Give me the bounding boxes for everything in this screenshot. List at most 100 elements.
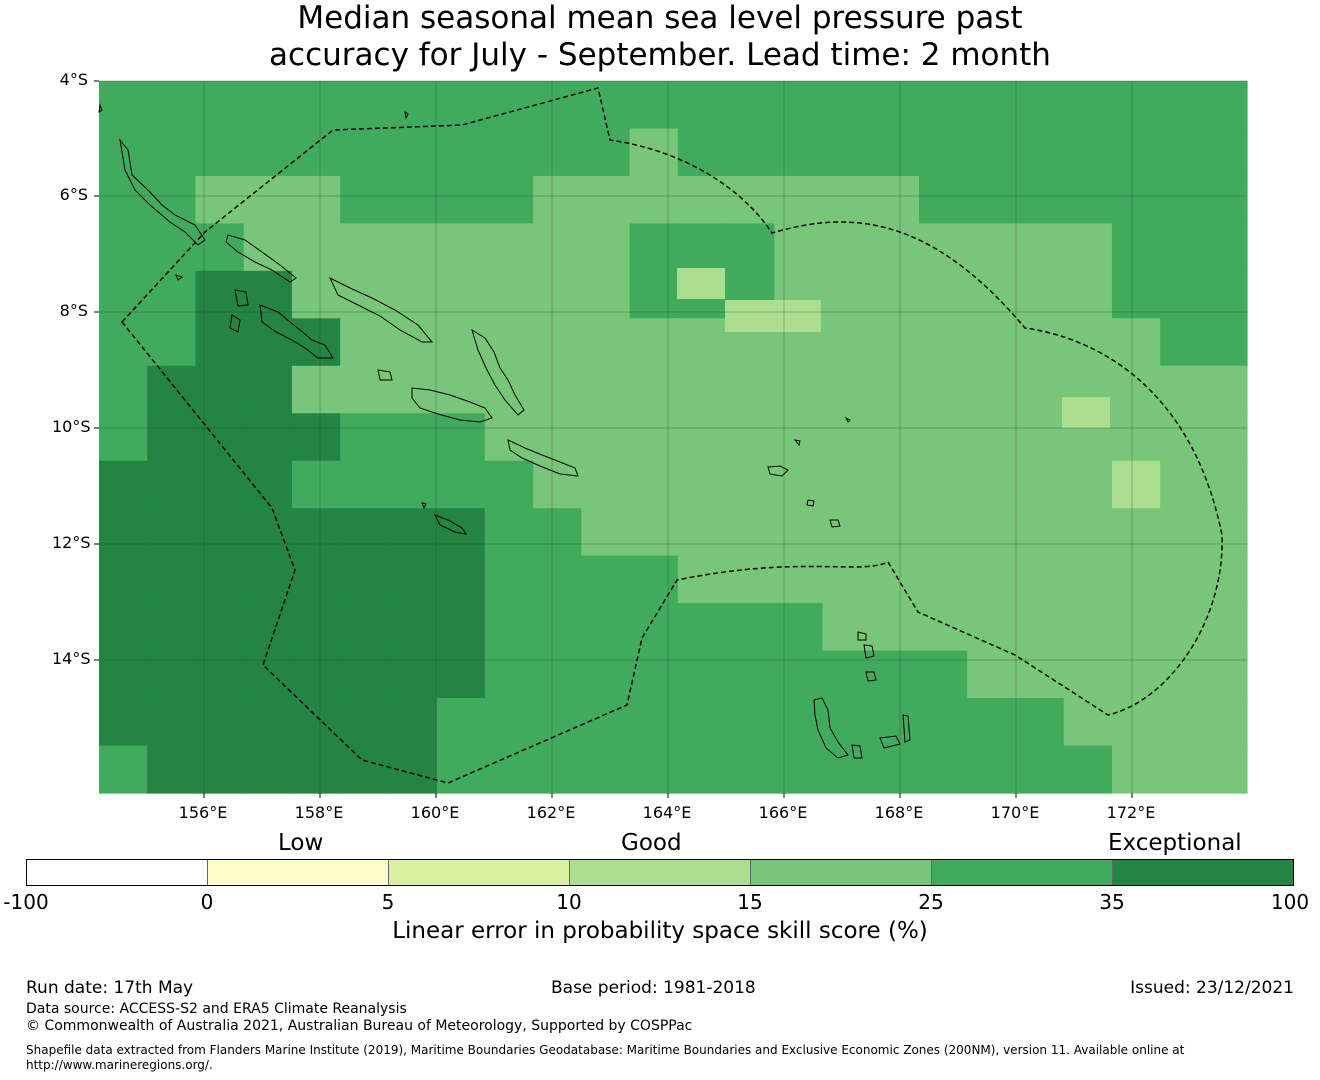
coastlines bbox=[98, 103, 911, 759]
grid-cell bbox=[919, 555, 968, 604]
grid-cell bbox=[1160, 128, 1210, 177]
colorbar-tick-15: 15 bbox=[737, 890, 763, 914]
colorbar-segment-1 bbox=[27, 860, 208, 885]
grid-cell bbox=[919, 270, 968, 319]
grid-cell bbox=[195, 81, 245, 130]
grid-cell bbox=[243, 365, 293, 414]
grid-cell bbox=[533, 270, 582, 319]
grid-cell bbox=[1160, 603, 1210, 652]
grid-cell bbox=[1063, 81, 1113, 130]
islet-5 bbox=[844, 416, 851, 423]
grid-cell bbox=[1063, 603, 1113, 652]
grid-cell bbox=[243, 270, 293, 319]
grid-cell bbox=[870, 81, 920, 130]
grid-cell bbox=[533, 223, 582, 272]
grid-cell bbox=[726, 81, 775, 130]
map-gridlines bbox=[94, 80, 1247, 798]
grid-cell bbox=[1160, 555, 1210, 604]
grid-cell bbox=[291, 81, 341, 130]
issued-date: Issued: 23/12/2021 bbox=[1130, 978, 1294, 998]
colorbar-segment-4 bbox=[570, 860, 751, 885]
islet-7 bbox=[421, 502, 427, 510]
grid-cell bbox=[726, 508, 775, 557]
grid-cell bbox=[484, 223, 534, 272]
grid-cell bbox=[99, 650, 148, 699]
lat-label-8s: 8°S bbox=[59, 301, 88, 320]
grid-cell bbox=[1208, 745, 1248, 794]
grid-cell bbox=[870, 650, 920, 699]
grid-cell bbox=[195, 128, 245, 177]
grid-cell bbox=[967, 508, 1017, 557]
grid-cell bbox=[629, 603, 679, 652]
grid-cell bbox=[1208, 270, 1248, 319]
grid-cell bbox=[243, 650, 293, 699]
grid-cell bbox=[919, 745, 968, 794]
lon-label-160e: 160°E bbox=[410, 803, 460, 822]
colorbar-tick-0: 0 bbox=[200, 890, 214, 914]
grid-cell bbox=[1160, 270, 1210, 319]
grid-cell bbox=[99, 555, 148, 604]
grid-cell bbox=[870, 603, 920, 652]
grid-cell bbox=[1015, 555, 1065, 604]
grid-cell bbox=[243, 413, 293, 462]
grid-cell bbox=[484, 81, 534, 130]
grid-cell bbox=[919, 175, 968, 224]
grid-cell bbox=[484, 745, 534, 794]
grid-cell bbox=[677, 650, 727, 699]
grid-cell bbox=[340, 223, 390, 272]
grid-cell bbox=[726, 413, 775, 462]
grid-cell bbox=[677, 223, 727, 272]
grid-cell bbox=[1063, 745, 1113, 794]
grid-cell bbox=[822, 175, 872, 224]
grid-cell bbox=[340, 745, 390, 794]
grid-cell bbox=[919, 223, 968, 272]
lon-label-164e: 164°E bbox=[642, 803, 692, 822]
grid-cell bbox=[629, 698, 679, 747]
grid-cell bbox=[533, 413, 582, 462]
grid-cell bbox=[1111, 413, 1161, 462]
grid-cell bbox=[291, 555, 341, 604]
grid-cell bbox=[195, 555, 245, 604]
grid-cell bbox=[726, 223, 775, 272]
grid-cell bbox=[919, 318, 968, 367]
grid-cell-highlight bbox=[725, 300, 821, 332]
grid-cell bbox=[967, 128, 1017, 177]
islet-4 bbox=[793, 439, 801, 447]
island-maewo bbox=[902, 714, 911, 743]
lat-label-6s: 6°S bbox=[59, 185, 88, 204]
grid-cell bbox=[581, 318, 631, 367]
grid-cell bbox=[388, 413, 438, 462]
grid-cell bbox=[1208, 650, 1248, 699]
lon-label-168e: 168°E bbox=[874, 803, 924, 822]
grid-cell bbox=[774, 81, 824, 130]
grid-cell bbox=[967, 745, 1017, 794]
grid-cell bbox=[822, 128, 872, 177]
grid-cell bbox=[99, 508, 148, 557]
grid-cell bbox=[99, 745, 148, 794]
grid-cell bbox=[291, 175, 341, 224]
grid-cell bbox=[870, 745, 920, 794]
grid-cell bbox=[243, 603, 293, 652]
grid-cell bbox=[195, 413, 245, 462]
grid-cell bbox=[1160, 318, 1210, 367]
grid-cell bbox=[677, 413, 727, 462]
grid-cell bbox=[533, 745, 582, 794]
grid-cell bbox=[967, 555, 1017, 604]
grid-cell bbox=[919, 413, 968, 462]
grid-cell bbox=[1160, 508, 1210, 557]
grid-cell bbox=[581, 603, 631, 652]
grid-cell bbox=[1160, 365, 1210, 414]
grid-cell bbox=[1111, 81, 1161, 130]
grid-cell bbox=[1015, 365, 1065, 414]
colorbar-tick-minus100: -100 bbox=[3, 890, 49, 914]
grid-cell bbox=[243, 318, 293, 367]
grid-cell bbox=[484, 318, 534, 367]
island-rendova bbox=[229, 314, 241, 333]
grid-cell bbox=[388, 555, 438, 604]
grid-cell bbox=[822, 270, 872, 319]
islet-3 bbox=[377, 369, 393, 381]
grid-cell bbox=[1111, 508, 1161, 557]
grid-cell bbox=[291, 650, 341, 699]
lat-label-10s: 10°S bbox=[52, 417, 91, 436]
legend-category-low: Low bbox=[278, 830, 324, 856]
